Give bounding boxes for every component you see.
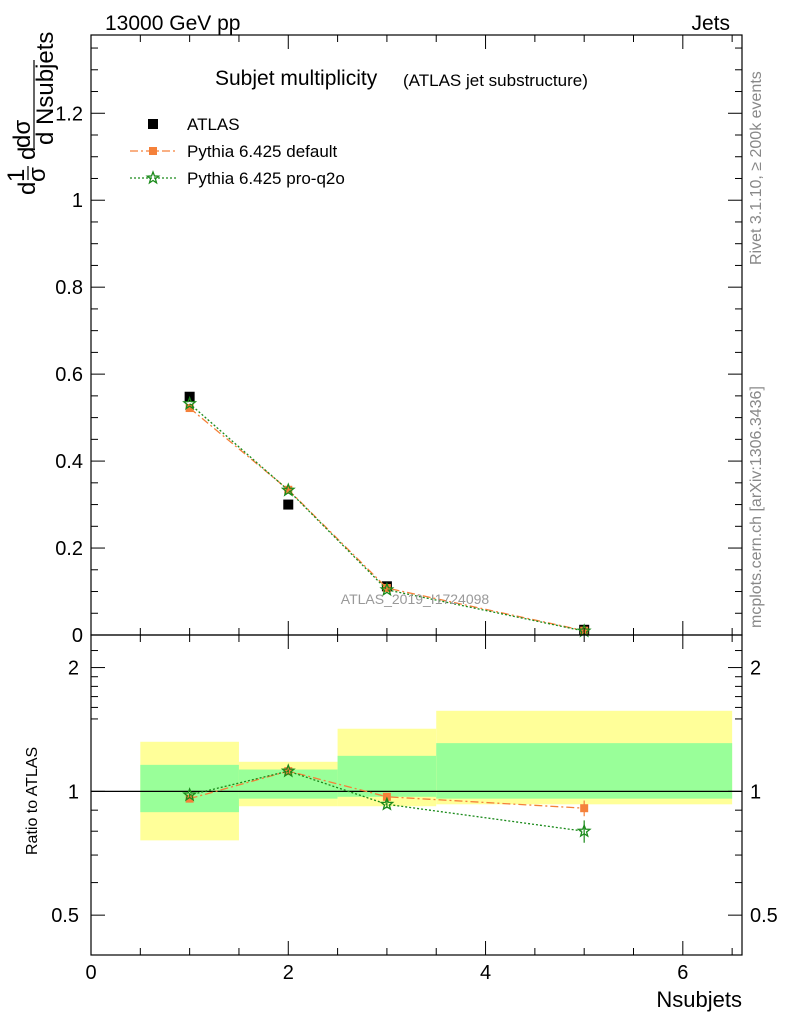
legend-label-2: Pythia 6.425 pro-q2o: [187, 169, 345, 188]
ratio-point-s1-3: [576, 823, 592, 838]
main-ytick-label-5: 1: [72, 190, 83, 212]
main-ytick-label-0: 0: [72, 625, 83, 647]
x-axis-label: Nsubjets: [656, 987, 742, 1012]
legend-label-0: ATLAS: [187, 115, 240, 134]
ratio-frame: [90, 634, 743, 956]
ratio-point-s1-2: [379, 796, 395, 811]
ratio-ytick-label-right-0: 0.5: [750, 905, 778, 927]
ratio-point-s1-0: [182, 787, 198, 802]
svg-text:d Nsubjets: d Nsubjets: [32, 32, 59, 145]
main-ytick-label-1: 0.2: [55, 538, 83, 560]
legend: ATLAS Pythia 6.425 default Pythia 6.425 pr…: [130, 115, 345, 188]
energy-label: 13000 GeV pp: [105, 12, 240, 35]
ratio-series-line-0: [189, 770, 585, 809]
process-label: Jets: [691, 12, 730, 35]
main-series-line-1: [189, 407, 585, 632]
main-point-s0-1: [283, 499, 294, 510]
ratio-point-s0-0: [185, 794, 194, 803]
main-subtitle: (ATLAS jet substructure): [403, 71, 588, 90]
main-series-line-2: [189, 403, 585, 632]
svg-text:d: d: [14, 182, 41, 195]
ratio-ytick-label-right-1: 1: [750, 781, 761, 803]
main-title: Subjet multiplicity: [215, 67, 378, 90]
ratio-y-axis-label: Ratio to ATLAS: [24, 747, 41, 855]
main-ytick-label-2: 0.4: [55, 451, 83, 473]
watermark: ATLAS_2019_I1724098: [341, 591, 490, 607]
main-y-axis-label: d 1 σ d dσ d Nsubjets: [3, 32, 59, 195]
legend-marker-0: [148, 119, 158, 129]
svg-text:σ: σ: [24, 167, 51, 182]
main-point-s2-1: [280, 482, 296, 497]
legend-label-1: Pythia 6.425 default: [187, 142, 338, 161]
ratio-point-s0-3: [580, 804, 589, 813]
ratio-ytick-label-right-2: 2: [750, 658, 761, 680]
ratio-ytick-label-left-1: 1: [68, 781, 79, 803]
rivet-label: Rivet 3.1.10, ≥ 200k events: [748, 71, 765, 265]
main-ytick-label-6: 1.2: [55, 103, 83, 125]
ratio-point-s1-1: [280, 763, 296, 778]
svg-text:d: d: [14, 147, 41, 160]
x-tick-label-0: 0: [85, 962, 96, 984]
ratio-ytick-label-left-0: 0.5: [51, 905, 79, 927]
main-ytick-label-4: 0.8: [55, 277, 83, 299]
x-tick-label-2: 4: [480, 962, 491, 984]
ratio-series-line-1: [189, 770, 585, 832]
source-label: mcplots.cern.ch [arXiv:1306.3436]: [748, 386, 765, 628]
main-point-s1-1: [284, 485, 293, 494]
inner-band-3: [436, 743, 733, 799]
svg-text:dσ: dσ: [9, 120, 36, 148]
legend-marker-1: [149, 147, 157, 155]
main-point-s1-2: [382, 584, 391, 593]
main-point-s2-0: [182, 395, 198, 411]
main-point-s1-0: [185, 404, 194, 413]
ratio-ytick-label-left-2: 2: [68, 658, 79, 680]
inner-band-2: [337, 755, 437, 797]
x-tick-label-3: 6: [677, 962, 688, 984]
x-tick-label-1: 2: [283, 962, 294, 984]
svg-text:1: 1: [3, 169, 30, 182]
main-ytick-label-3: 0.6: [55, 364, 83, 386]
legend-marker-2: [145, 170, 161, 185]
main-point-s2-2: [379, 581, 395, 597]
